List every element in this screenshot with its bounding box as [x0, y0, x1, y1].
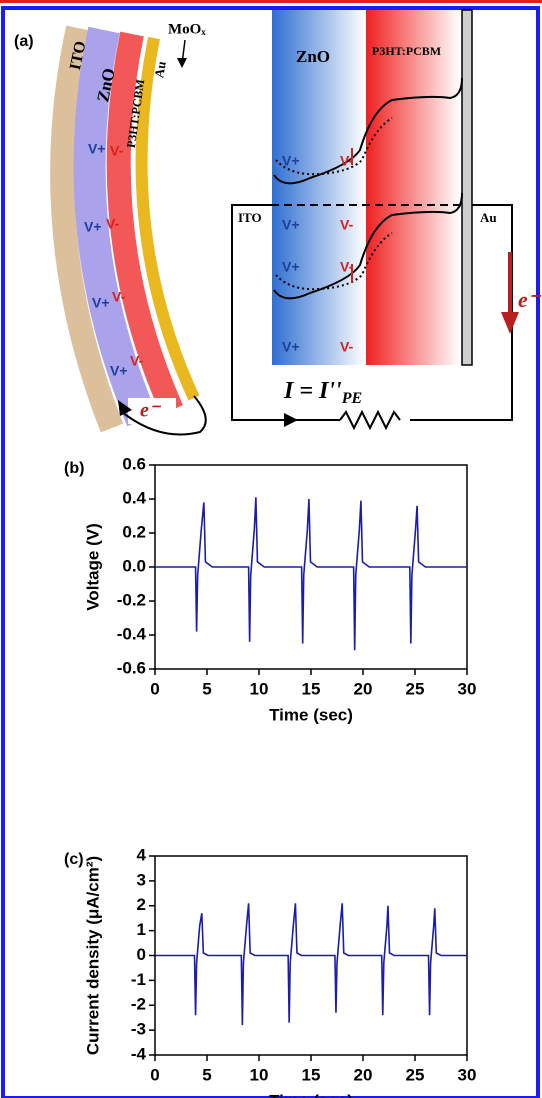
band-diagram: ZnO P3HT:PCBM V+ V- V+ V- V+ V- V+ V- IT… — [231, 9, 542, 431]
x-axis-title: Time (sec) — [269, 705, 353, 724]
charge-plus: V+ — [110, 363, 128, 379]
band-edge-shifted — [275, 232, 393, 291]
electron-box — [128, 398, 176, 424]
flexible-device: ITO ZnO P3HT:PCBM Au MoOₓ V+ V- V+ V- V+… — [50, 21, 207, 436]
y-tick-label: 4 — [137, 845, 147, 864]
x-tick-label: 15 — [302, 1065, 321, 1084]
equation: I = I''PE — [283, 378, 362, 407]
charge-minus: V- — [112, 289, 126, 305]
charge-minus: V- — [130, 353, 144, 369]
data-line — [155, 903, 467, 1026]
y-tick-label: 2 — [137, 895, 146, 914]
pointer-head — [177, 58, 187, 68]
ito-layer — [50, 25, 124, 433]
charge-minus: V- — [340, 339, 354, 355]
x-tick-label: 5 — [202, 1065, 211, 1084]
x-tick-label: 25 — [406, 1065, 425, 1084]
y-tick-label: -0.6 — [117, 658, 146, 677]
moox-label: MoOₓ — [168, 21, 206, 37]
resistor — [339, 409, 401, 431]
current-arrow — [284, 413, 298, 427]
y-tick-label: 0.6 — [122, 454, 146, 473]
charge-plus: V+ — [88, 141, 106, 157]
x-tick-label: 0 — [150, 679, 159, 698]
y-tick-label: -4 — [131, 1044, 147, 1063]
au-label: Au — [480, 210, 497, 225]
charge-plus: V+ — [92, 295, 110, 311]
zno-layer — [73, 26, 157, 427]
equation-sub: PE — [341, 390, 362, 407]
charge-minus: V- — [110, 143, 124, 159]
y-tick-label: 0.4 — [122, 488, 146, 507]
equation-main: I = I'' — [283, 378, 342, 404]
y-tick-label: 3 — [137, 870, 146, 889]
data-line — [155, 497, 467, 651]
charge-plus: V+ — [282, 153, 300, 169]
y-tick-label: 1 — [137, 920, 146, 939]
y-tick-label: -1 — [131, 970, 146, 989]
x-tick-label: 10 — [250, 1065, 269, 1084]
au-layer — [135, 36, 200, 401]
charge-minus: V- — [106, 216, 120, 232]
plot-frame — [154, 464, 468, 670]
charge-minus: V- — [340, 217, 354, 233]
x-tick-label: 25 — [406, 679, 425, 698]
p3ht-layer — [106, 31, 183, 415]
y-axis-title: Current density (μA/cm²) — [83, 856, 102, 1055]
x-tick-label: 15 — [302, 679, 321, 698]
panel-label: (c) — [64, 851, 84, 868]
charge-minus: V- — [340, 259, 354, 275]
layer-label: Au — [151, 60, 169, 79]
x-tick-label: 20 — [354, 1065, 373, 1084]
y-axis-title: Voltage (V) — [83, 523, 102, 611]
x-axis-title: Time (sec) — [269, 1091, 353, 1098]
frame — [1, 6, 540, 1098]
p3ht-label: P3HT:PCBM — [372, 44, 441, 58]
circuit-wire — [121, 395, 207, 436]
electron-label: e⁻ — [140, 400, 162, 422]
panel-label: (a) — [14, 33, 34, 50]
electron-label: e⁻ — [518, 287, 542, 312]
ito-label: ITO — [238, 210, 262, 225]
electron-arrow-head — [501, 312, 519, 334]
charge-plus: V+ — [84, 219, 102, 235]
arrow-head — [118, 400, 132, 416]
charge-plus: V+ — [282, 259, 300, 275]
band-edge — [273, 77, 463, 185]
x-tick-label: 0 — [150, 1065, 159, 1084]
layer-label: ITO — [67, 40, 90, 72]
charge-plus: V+ — [282, 217, 300, 233]
x-tick-label: 5 — [202, 679, 211, 698]
x-tick-label: 30 — [458, 1065, 477, 1084]
y-tick-label: 0.2 — [122, 522, 146, 541]
p3ht-region — [366, 10, 460, 365]
zno-region — [272, 10, 366, 365]
y-tick-label: -0.4 — [117, 624, 147, 643]
top-rule — [0, 0, 542, 3]
zno-label: ZnO — [296, 47, 330, 66]
y-tick-label: -0.2 — [117, 590, 146, 609]
band-edge-shifted — [275, 117, 393, 176]
y-tick-label: 0.0 — [122, 556, 146, 575]
x-tick-label: 30 — [458, 679, 477, 698]
band-edge — [273, 192, 463, 300]
y-tick-label: 0 — [137, 945, 146, 964]
au-electrode — [461, 9, 473, 366]
charge-plus: V+ — [282, 339, 300, 355]
charge-minus: V- — [340, 153, 354, 169]
x-tick-label: 20 — [354, 679, 373, 698]
panel-label: (b) — [64, 460, 84, 477]
x-tick-label: 10 — [250, 679, 269, 698]
y-tick-label: -3 — [131, 1020, 146, 1039]
y-tick-label: -2 — [131, 995, 146, 1014]
